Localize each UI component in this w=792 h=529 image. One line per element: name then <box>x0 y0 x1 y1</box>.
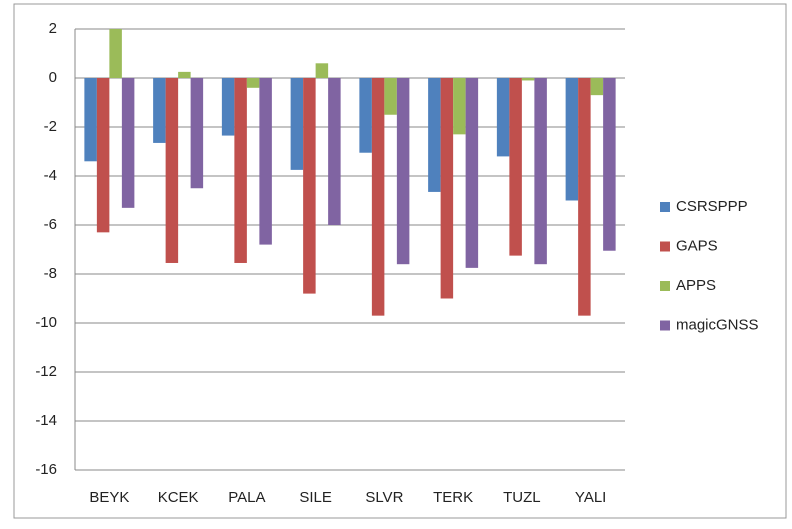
bar <box>328 78 341 225</box>
bar <box>509 78 522 256</box>
bar <box>371 78 385 316</box>
bar <box>153 78 166 143</box>
bar <box>178 71 191 78</box>
y-tick-label: -12 <box>35 363 57 380</box>
y-tick-label: -14 <box>35 412 57 429</box>
legend-label: GAPS <box>676 237 718 254</box>
bar <box>290 78 304 170</box>
bar <box>259 78 272 245</box>
bar <box>578 78 591 316</box>
x-tick-label: KCEK <box>158 489 199 506</box>
bar <box>165 78 179 263</box>
y-tick-label: -6 <box>44 216 57 233</box>
bar <box>521 78 535 81</box>
x-tick-label: SILE <box>299 489 332 506</box>
y-tick-label: -8 <box>44 265 57 282</box>
x-tick-label: BEYK <box>89 489 129 506</box>
x-tick-label: SLVR <box>365 489 403 506</box>
y-tick-label: 2 <box>49 20 57 37</box>
bar <box>453 78 466 135</box>
bar <box>359 78 372 153</box>
bar <box>121 78 135 208</box>
bar <box>590 78 604 96</box>
legend-swatch <box>660 241 670 252</box>
bar <box>315 63 329 78</box>
bar <box>234 78 247 263</box>
y-tick-label: 0 <box>49 69 57 86</box>
y-tick-label: -4 <box>44 167 57 184</box>
legend-label: APPS <box>676 277 716 294</box>
x-tick-label: TERK <box>433 489 473 506</box>
bar <box>496 78 510 157</box>
y-tick-label: -10 <box>35 314 57 331</box>
bar <box>603 78 616 251</box>
bar <box>246 78 260 88</box>
bar <box>109 29 122 78</box>
y-tick-label: -16 <box>35 461 57 478</box>
bar <box>84 78 97 162</box>
bar <box>221 78 235 136</box>
bar <box>384 78 397 115</box>
x-tick-label: PALA <box>228 489 265 506</box>
bar <box>534 78 547 265</box>
x-tick-label: YALI <box>575 489 606 506</box>
legend-swatch <box>660 320 670 331</box>
y-tick-label: -2 <box>44 118 57 135</box>
bar <box>190 78 204 189</box>
bar <box>428 78 441 192</box>
bar <box>396 78 410 265</box>
x-tick-label: TUZL <box>503 489 541 506</box>
bar <box>96 78 110 233</box>
legend-swatch <box>660 202 670 212</box>
legend-label: magicGNSS <box>676 316 759 333</box>
bar <box>440 78 454 299</box>
legend-swatch <box>660 281 670 291</box>
bar <box>565 78 579 201</box>
bar <box>303 78 316 294</box>
bar <box>465 78 479 268</box>
legend-label: CSRSPPP <box>676 198 748 215</box>
